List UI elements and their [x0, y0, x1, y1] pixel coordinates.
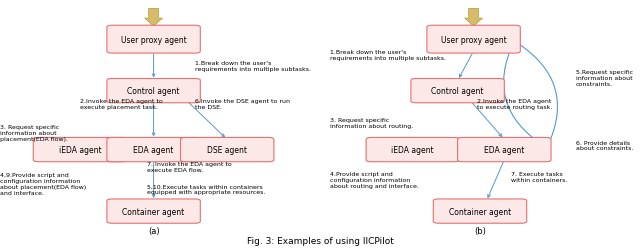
Text: 5,10.Execute tasks within containers
equipped with appropriate resources.: 5,10.Execute tasks within containers equ… — [147, 184, 266, 194]
FancyBboxPatch shape — [33, 138, 127, 162]
FancyBboxPatch shape — [411, 79, 504, 103]
Text: Fig. 3: Examples of using IICPilot: Fig. 3: Examples of using IICPilot — [246, 236, 394, 245]
Text: 1.Break down the user's
requirements into multiple subtasks.: 1.Break down the user's requirements int… — [195, 61, 311, 72]
Text: iEDA agent: iEDA agent — [59, 146, 101, 154]
Text: User proxy agent: User proxy agent — [121, 36, 186, 44]
FancyBboxPatch shape — [366, 138, 460, 162]
FancyBboxPatch shape — [107, 26, 200, 54]
Text: 5.Request specific
information about
constraints.: 5.Request specific information about con… — [576, 70, 633, 86]
Text: (b): (b) — [474, 226, 486, 235]
Text: 6. Provide details
about constraints.: 6. Provide details about constraints. — [576, 140, 634, 151]
Text: EDA agent: EDA agent — [133, 146, 174, 154]
Text: 7. Execute tasks
within containers.: 7. Execute tasks within containers. — [511, 171, 567, 182]
Text: 3. Request specific
information about
placement(EDA flow).: 3. Request specific information about pl… — [0, 125, 68, 142]
FancyBboxPatch shape — [180, 138, 274, 162]
Text: 6.Invoke the DSE agent to run
the DSE.: 6.Invoke the DSE agent to run the DSE. — [195, 99, 290, 110]
FancyArrow shape — [145, 9, 163, 27]
Text: 2.Invoke the EDA agent to
execute placement task.: 2.Invoke the EDA agent to execute placem… — [80, 99, 163, 110]
FancyBboxPatch shape — [107, 79, 200, 103]
Text: (a): (a) — [148, 226, 159, 235]
FancyArrow shape — [465, 9, 483, 27]
FancyBboxPatch shape — [433, 199, 527, 223]
Text: Control agent: Control agent — [127, 87, 180, 96]
Text: Container agent: Container agent — [449, 207, 511, 216]
Text: DSE agent: DSE agent — [207, 146, 247, 154]
Text: 1.Break down the user's
requirements into multiple subtasks.: 1.Break down the user's requirements int… — [330, 50, 445, 61]
Text: 7. Invoke the EDA agent to
execute EDA flow.: 7. Invoke the EDA agent to execute EDA f… — [147, 161, 232, 172]
Text: Control agent: Control agent — [431, 87, 484, 96]
Text: 4,9.Provide script and
configuration information
about placement(EDA flow)
and i: 4,9.Provide script and configuration inf… — [0, 172, 86, 195]
FancyBboxPatch shape — [107, 138, 200, 162]
Text: iEDA agent: iEDA agent — [392, 146, 434, 154]
Text: EDA agent: EDA agent — [484, 146, 525, 154]
Text: 2.Invoke the EDA agent
to execute routing task.: 2.Invoke the EDA agent to execute routin… — [477, 99, 552, 110]
Text: User proxy agent: User proxy agent — [441, 36, 506, 44]
Text: 4.Provide script and
configuration information
about routing and interface.: 4.Provide script and configuration infor… — [330, 171, 419, 188]
FancyBboxPatch shape — [107, 199, 200, 223]
FancyBboxPatch shape — [427, 26, 520, 54]
Text: Container agent: Container agent — [122, 207, 185, 216]
FancyBboxPatch shape — [458, 138, 551, 162]
Text: 3. Request specific
information about routing.: 3. Request specific information about ro… — [330, 118, 413, 128]
